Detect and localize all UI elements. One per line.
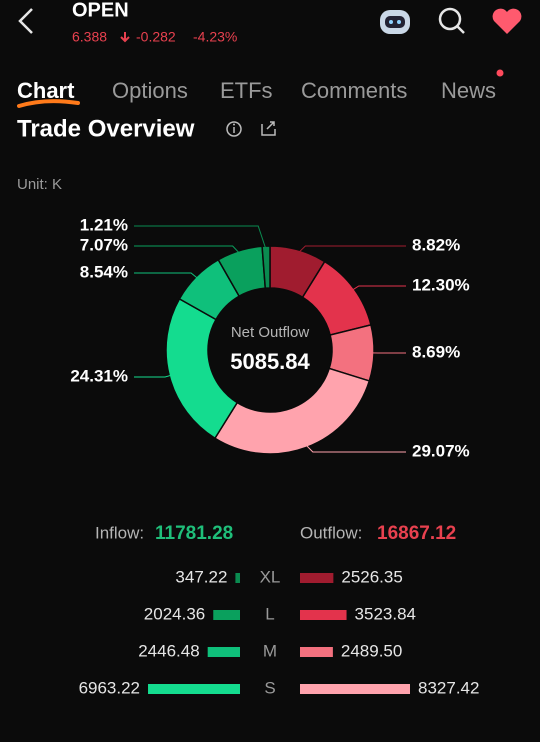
- leader-line: [134, 245, 241, 255]
- slice-label: 1.21%: [80, 215, 128, 234]
- news-badge: [496, 69, 504, 77]
- inflow-bar: [148, 684, 240, 694]
- flow-table: Inflow: 11781.28 Outflow: 16867.12 XL 347.22 2…: [79, 523, 480, 697]
- size-category: S: [264, 678, 275, 697]
- leader-line: [304, 443, 406, 453]
- leader-line: [297, 245, 406, 255]
- outflow-bar: [300, 573, 334, 583]
- outflow-value: 2526.35: [341, 567, 402, 586]
- center-value: 5085.84: [230, 349, 310, 374]
- down-arrow: [120, 32, 130, 43]
- slice-label: 12.30%: [412, 275, 470, 294]
- leader-line: [134, 374, 174, 378]
- favorite-icon[interactable]: [492, 8, 522, 34]
- inflow-value: 347.22: [175, 567, 227, 586]
- price: 6.388: [72, 29, 107, 45]
- outflow-value: 2489.50: [341, 641, 402, 660]
- active-tab-indicator: [17, 99, 80, 108]
- slice-label: 24.31%: [70, 366, 128, 385]
- inflow-value: 2024.36: [144, 604, 205, 623]
- outflow-total: 16867.12: [377, 523, 456, 544]
- unit-label: Unit: K: [17, 176, 62, 193]
- assistant-icon[interactable]: [380, 10, 410, 34]
- size-category: XL: [260, 567, 281, 586]
- slice-label: 29.07%: [412, 441, 470, 460]
- slice-label: 8.82%: [412, 235, 460, 254]
- search-icon[interactable]: [438, 7, 465, 34]
- size-category: M: [263, 641, 277, 660]
- slice-label: 8.54%: [80, 262, 128, 281]
- slice-label: 8.69%: [412, 342, 460, 361]
- tab[interactable]: Options: [112, 78, 188, 103]
- info-icon[interactable]: [226, 121, 242, 137]
- tab-bar: Chart Options ETFs Comments News: [17, 78, 496, 108]
- inflow-name: Inflow:: [95, 523, 144, 542]
- leader-line: [134, 225, 267, 251]
- outflow-name: Outflow:: [300, 523, 362, 542]
- inflow-bar: [207, 647, 240, 657]
- center-label: Net Outflow: [231, 324, 310, 341]
- leader-line: [134, 272, 200, 280]
- inflow-bar: [235, 573, 240, 583]
- share-icon[interactable]: [261, 121, 276, 136]
- outflow-bar: [300, 610, 347, 620]
- size-category: L: [265, 604, 274, 623]
- tab[interactable]: ETFs: [220, 78, 273, 103]
- tab[interactable]: News: [441, 78, 496, 103]
- inflow-bar: [213, 610, 240, 620]
- leader-line: [350, 285, 406, 292]
- outflow-bar: [300, 647, 333, 657]
- inflow-value: 2446.48: [138, 641, 199, 660]
- donut-chart: 8.82% 12.30% 8.69% 29.07% 24.31% 8.54% 7.07%1.…: [70, 215, 469, 460]
- section-title: Trade Overview: [17, 115, 195, 142]
- price-change-pct: -4.23%: [193, 29, 237, 45]
- tab[interactable]: Chart: [17, 78, 75, 103]
- tab[interactable]: Comments: [301, 78, 407, 103]
- donut-slice: [213, 367, 371, 455]
- slice-label: 7.07%: [80, 235, 128, 254]
- symbol: OPEN: [72, 0, 129, 21]
- back-button[interactable]: [18, 8, 33, 34]
- inflow-total: 11781.28: [155, 523, 233, 544]
- outflow-value: 8327.42: [418, 678, 479, 697]
- price-change: -0.282: [136, 29, 176, 45]
- outflow-value: 3523.84: [355, 604, 416, 623]
- inflow-value: 6963.22: [79, 678, 140, 697]
- outflow-bar: [300, 684, 410, 694]
